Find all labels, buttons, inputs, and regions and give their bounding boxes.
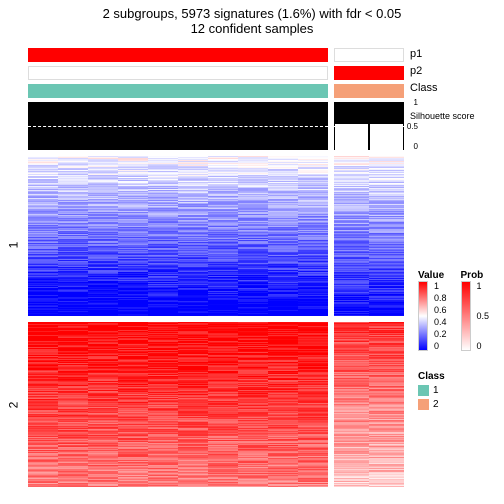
class-label-2: 2 — [433, 399, 439, 410]
legend-area: Value 1 0.8 0.6 0.4 0.2 0 Prob 1 0.5 — [418, 270, 498, 413]
ann-label-class: Class — [410, 82, 438, 94]
class-bar-left — [28, 84, 328, 98]
sil-tick-1: 1 — [414, 98, 418, 107]
class-legend-title: Class — [418, 371, 498, 382]
sil-tick-05: 0.5 — [407, 122, 418, 131]
value-ticks: 1 0.8 0.6 0.4 0.2 0 — [434, 281, 447, 351]
ann-label-p2: p2 — [410, 65, 422, 77]
class-legend: Class 1 2 — [418, 371, 498, 410]
class-bar-right — [334, 84, 404, 98]
title-line2: 12 confident samples — [0, 21, 504, 36]
p2-bar-left — [28, 66, 328, 80]
p2-bar-right — [334, 66, 404, 80]
p1-bar-left — [28, 48, 328, 62]
prob-legend-title: Prob — [461, 270, 490, 281]
class-swatch-2 — [418, 399, 429, 410]
title-line1: 2 subgroups, 5973 signatures (1.6%) with… — [0, 0, 504, 21]
silhouette-left — [28, 102, 328, 150]
heatmap-left — [28, 156, 328, 487]
value-legend: Value 1 0.8 0.6 0.4 0.2 0 — [418, 270, 447, 361]
ann-label-silhouette: Silhouette score — [410, 112, 475, 121]
prob-colorbar — [461, 281, 471, 351]
prob-legend: Prob 1 0.5 0 — [461, 270, 490, 361]
group-2-label: 2 — [6, 402, 20, 409]
plot-area: p1 p2 Class Silhouette score 1 0.5 0 — [28, 48, 408, 478]
value-colorbar — [418, 281, 428, 351]
ann-label-p1: p1 — [410, 48, 422, 60]
p1-bar-right — [334, 48, 404, 62]
silhouette-right: 1 0.5 0 — [334, 102, 404, 150]
heatmap — [28, 156, 408, 487]
annotation-bars: 1 0.5 0 — [28, 48, 408, 156]
sil-tick-0: 0 — [414, 142, 418, 151]
group-1-label: 1 — [6, 242, 20, 249]
class-swatch-1 — [418, 385, 429, 396]
heatmap-right — [334, 156, 404, 487]
class-label-1: 1 — [433, 385, 439, 396]
value-legend-title: Value — [418, 270, 447, 281]
prob-ticks: 1 0.5 0 — [477, 281, 490, 351]
